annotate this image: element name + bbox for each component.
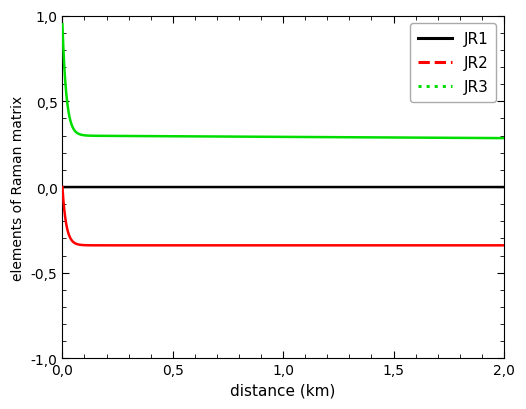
JR1	[387, 185, 393, 190]
JR1	[59, 185, 66, 190]
Line: JR3: JR3	[63, 25, 504, 139]
JR1	[325, 185, 331, 190]
X-axis label: distance (km): distance (km)	[230, 383, 336, 398]
JR3	[59, 22, 66, 27]
JR1	[166, 185, 172, 190]
JR3	[501, 136, 507, 141]
JR1	[299, 185, 305, 190]
JR1	[501, 185, 507, 190]
JR2	[501, 243, 507, 248]
JR1	[228, 185, 235, 190]
JR3	[89, 134, 96, 139]
JR3	[325, 135, 331, 140]
JR1	[89, 185, 96, 190]
Legend: JR1, JR2, JR3: JR1, JR2, JR3	[410, 24, 497, 103]
Y-axis label: elements of Raman matrix: elements of Raman matrix	[11, 95, 25, 280]
JR3	[387, 136, 393, 141]
JR2	[299, 243, 305, 248]
JR3	[228, 135, 235, 140]
JR2	[387, 243, 393, 248]
JR2	[325, 243, 331, 248]
JR2	[59, 185, 66, 190]
Line: JR2: JR2	[63, 188, 504, 246]
JR2	[166, 243, 172, 248]
JR3	[166, 135, 172, 139]
JR3	[299, 135, 305, 140]
JR2	[89, 243, 96, 248]
JR2	[153, 243, 159, 248]
JR2	[228, 243, 235, 248]
